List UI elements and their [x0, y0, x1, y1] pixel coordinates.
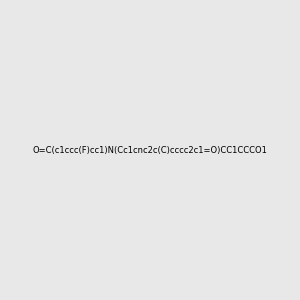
Text: O=C(c1ccc(F)cc1)N(Cc1cnc2c(C)cccc2c1=O)CC1CCCO1: O=C(c1ccc(F)cc1)N(Cc1cnc2c(C)cccc2c1=O)C… — [33, 146, 267, 154]
